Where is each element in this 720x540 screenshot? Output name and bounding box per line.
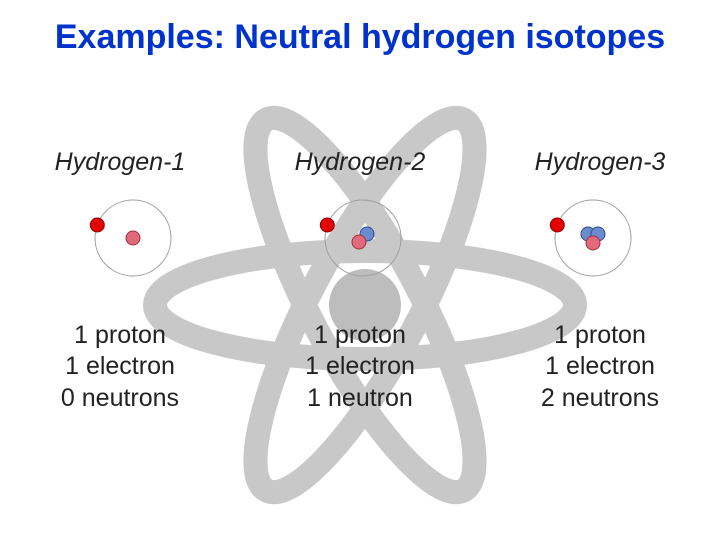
isotope-composition: 1 proton 1 electron 0 neutrons <box>0 320 240 414</box>
isotope-name-row: Hydrogen-1 Hydrogen-2 Hydrogen-3 <box>0 148 720 177</box>
title-text: Examples: Neutral hydrogen isotopes <box>55 18 665 56</box>
isotope-composition: 1 proton 1 electron 2 neutrons <box>480 320 720 414</box>
slide: Examples: Neutral hydrogen isotopes Hydr… <box>0 0 720 540</box>
isotope-name: Hydrogen-2 <box>240 148 480 177</box>
atom-diagram <box>84 189 182 287</box>
isotope-composition: 1 proton 1 electron 1 neutron <box>240 320 480 414</box>
page-title: Examples: Neutral hydrogen isotopes <box>0 18 720 57</box>
isotope-name: Hydrogen-1 <box>0 148 240 177</box>
isotope-desc-row: 1 proton 1 electron 0 neutrons 1 proton … <box>0 320 720 414</box>
atom-diagram <box>544 189 642 287</box>
atom-diagram <box>314 189 412 287</box>
isotope-name: Hydrogen-3 <box>480 148 720 177</box>
